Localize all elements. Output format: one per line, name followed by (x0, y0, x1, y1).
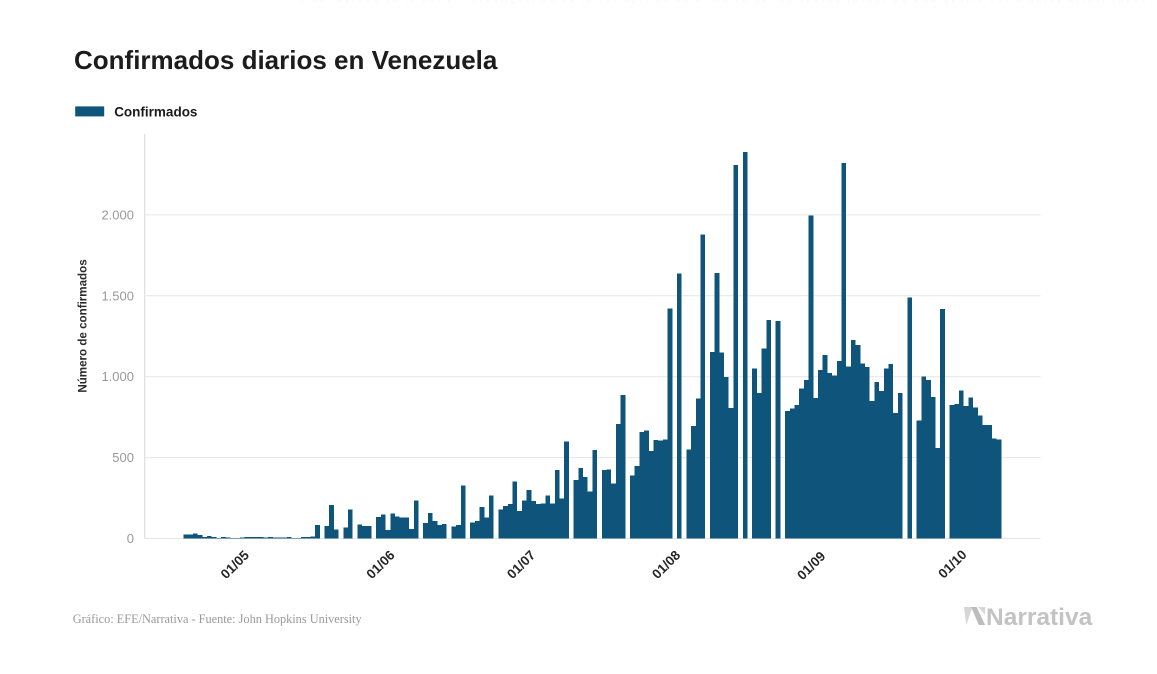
svg-text:Número de confirmados: Número de confirmados (76, 259, 89, 392)
svg-text:1.500: 1.500 (101, 288, 134, 303)
svg-text:500: 500 (112, 450, 134, 465)
svg-text:1.000: 1.000 (101, 369, 134, 384)
svg-text:Confirmados diarios en Venezue: Confirmados diarios en Venezuela (74, 45, 498, 75)
svg-text:Gráfico: EFE/Narrativa - Fuent: Gráfico: EFE/Narrativa - Fuente: John Ho… (73, 612, 363, 626)
svg-text:0: 0 (127, 531, 134, 546)
svg-text:n del escudo de la pol en inve: n del escudo de la pol en investigaci on… (300, 0, 1145, 5)
svg-text:Confirmados: Confirmados (114, 104, 197, 119)
svg-text:Narrativa: Narrativa (986, 604, 1093, 631)
svg-text:2.000: 2.000 (101, 207, 134, 222)
